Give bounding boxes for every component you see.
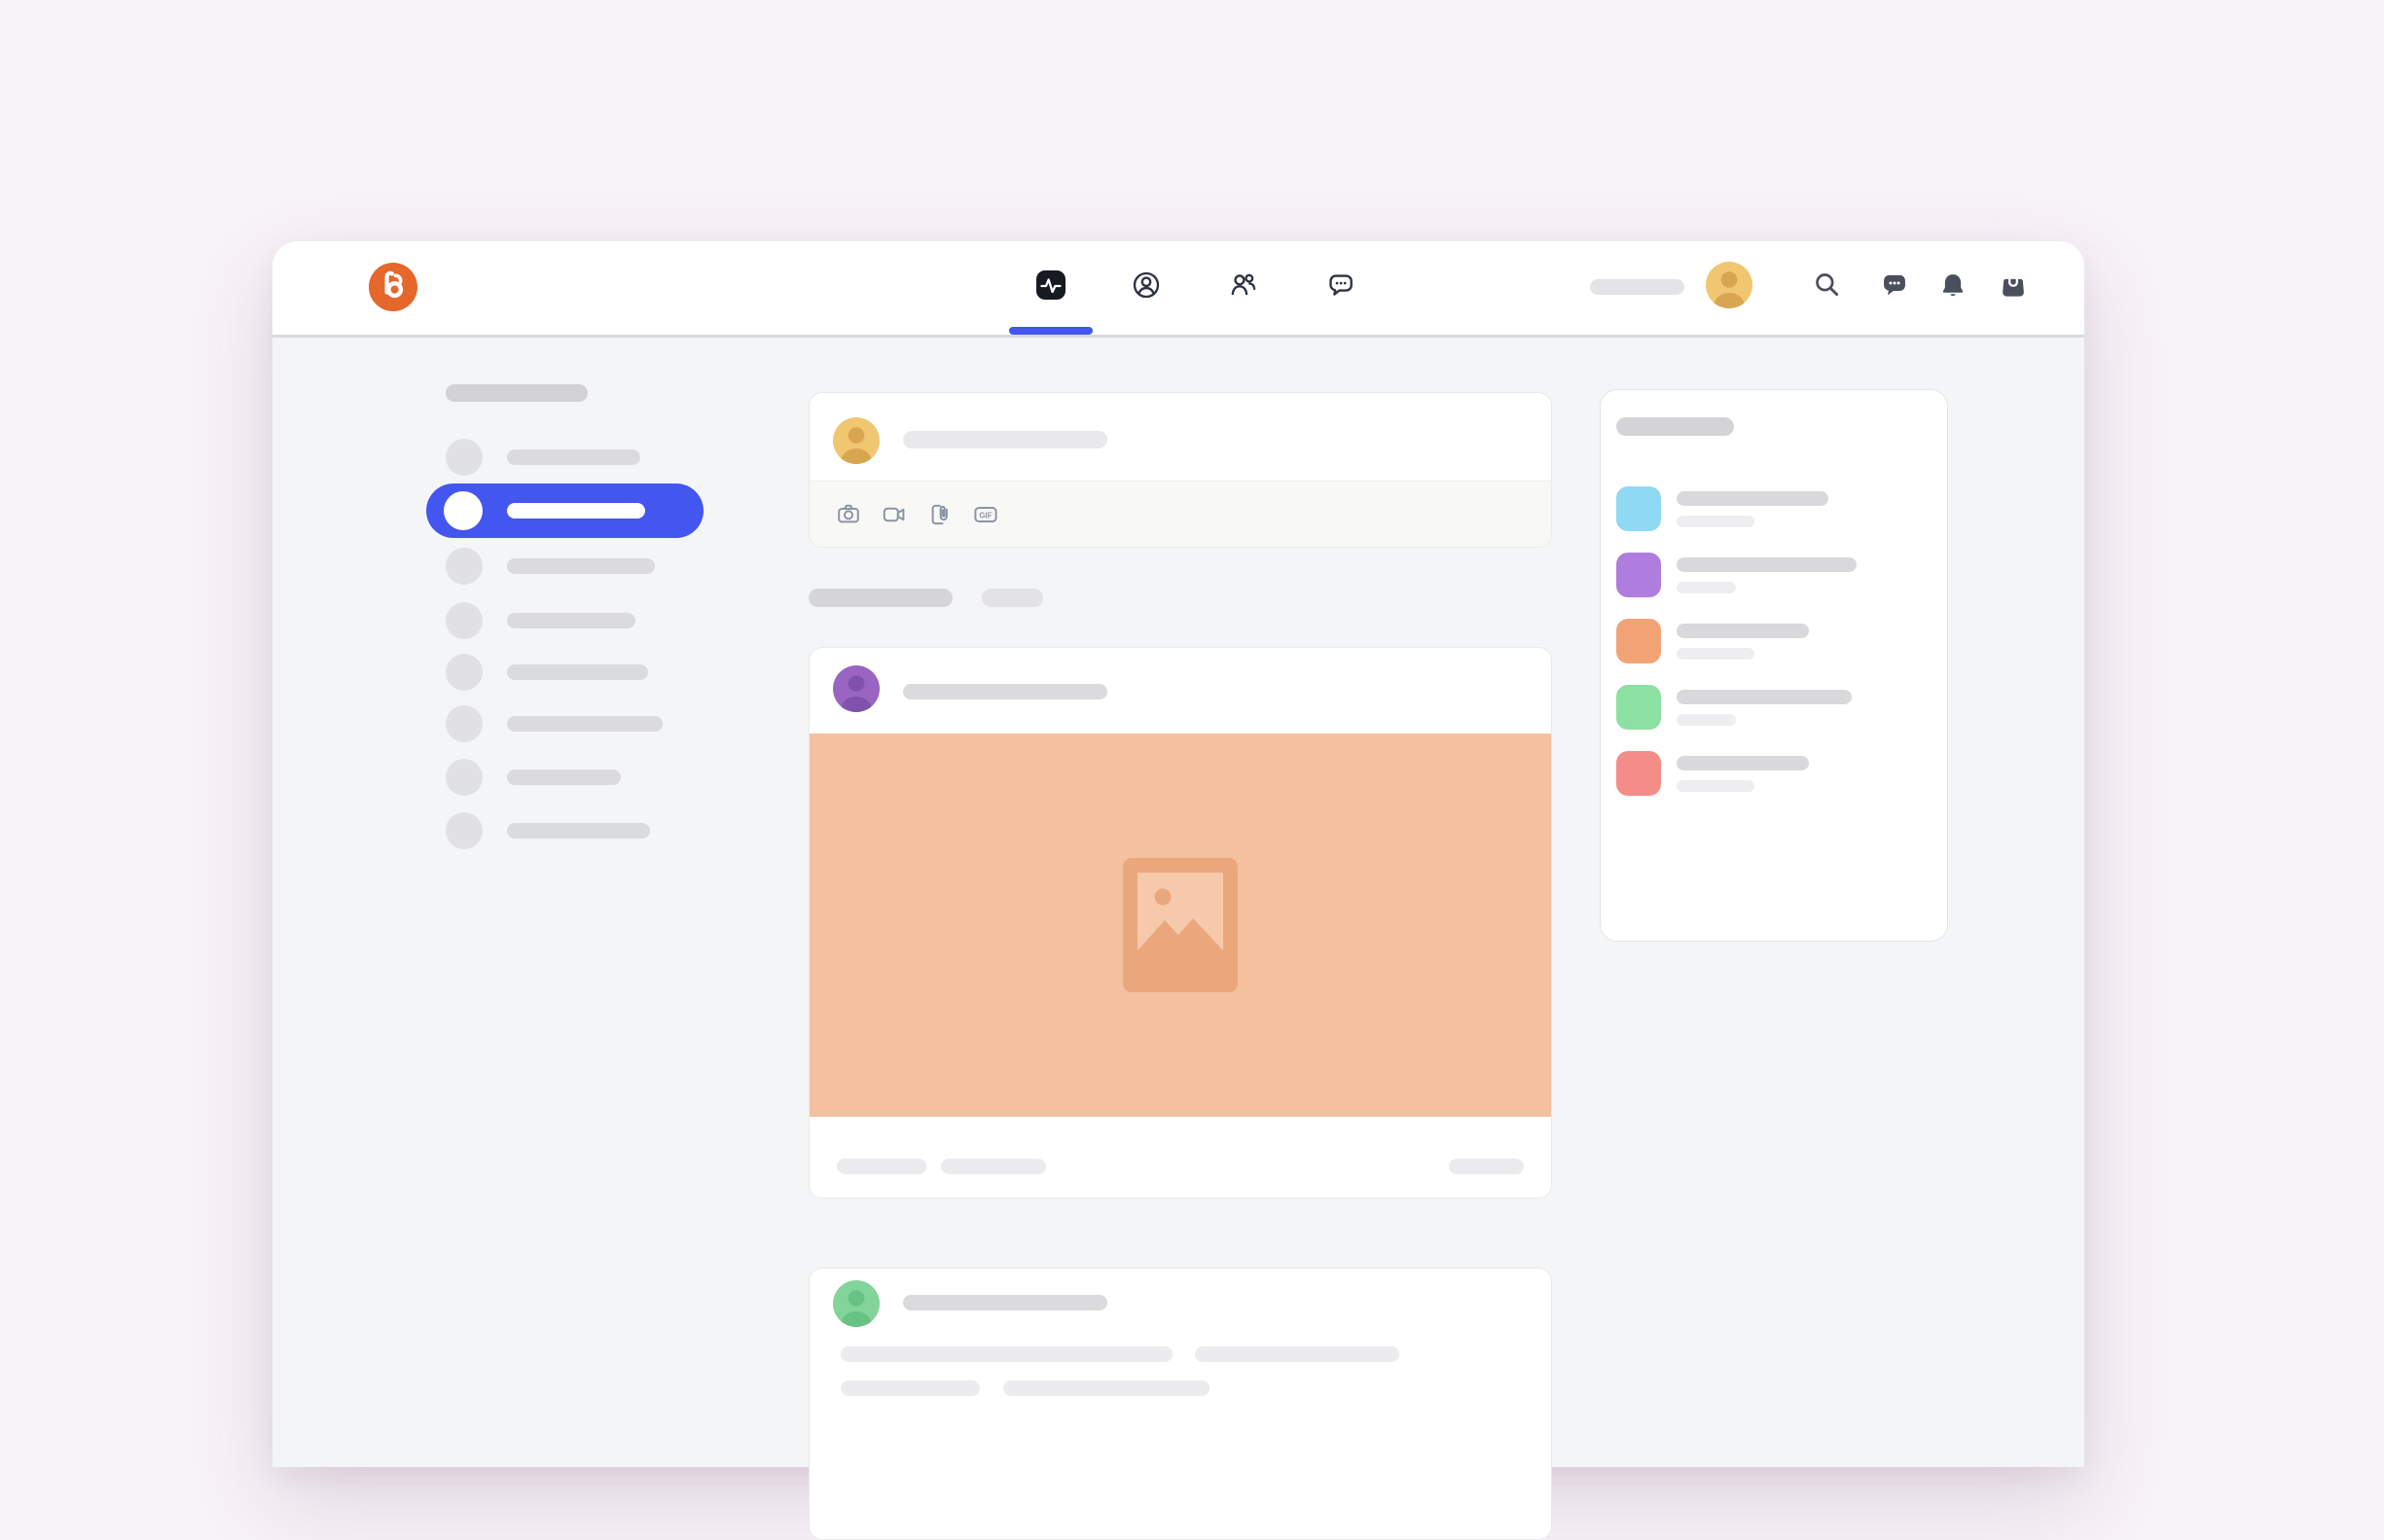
page: { "app": { "accent": "#4356f0", "logo_co…	[272, 241, 2084, 1540]
chat-bubble-icon	[1329, 274, 1353, 296]
feed-post-card	[809, 647, 1552, 1199]
post-text-line-placeholder	[841, 1346, 1173, 1362]
camera-icon[interactable]	[835, 501, 862, 528]
post-text-line-placeholder	[841, 1380, 980, 1396]
sidebar-item-label-placeholder	[507, 770, 621, 785]
nav-tab-profile[interactable]	[1125, 264, 1168, 306]
app-window: GIF	[272, 241, 2084, 1540]
feed-filter-tab[interactable]	[809, 589, 953, 607]
group-name-placeholder	[1677, 624, 1809, 638]
activity-pulse-icon	[1036, 270, 1066, 300]
group-meta-placeholder	[1677, 714, 1736, 726]
group-meta-placeholder	[1677, 516, 1754, 527]
sidebar-item-icon-placeholder	[446, 812, 483, 849]
user-avatar[interactable]	[1706, 262, 1752, 308]
image-placeholder-icon	[1123, 858, 1238, 992]
post-text-line-placeholder	[1003, 1380, 1210, 1396]
sidebar-item-label-placeholder	[507, 449, 640, 465]
post-author-name-placeholder	[903, 684, 1107, 699]
top-navbar	[272, 241, 2084, 338]
post-author-name-placeholder	[903, 1295, 1107, 1310]
buddyboss-logo-icon	[369, 263, 417, 311]
sidebar-item-label-placeholder	[507, 558, 655, 574]
group-meta-placeholder	[1677, 648, 1754, 660]
groups-widget-card	[1600, 389, 1948, 942]
feed-post-card	[809, 1268, 1552, 1540]
post-author-avatar	[833, 1280, 880, 1327]
person-silhouette-icon	[840, 1290, 873, 1327]
sidebar-title-placeholder	[446, 384, 588, 402]
group-thumbnail	[1616, 486, 1661, 531]
svg-text:GIF: GIF	[979, 511, 992, 519]
group-thumbnail	[1616, 553, 1661, 597]
sidebar-item-label-placeholder	[507, 613, 635, 628]
group-thumbnail	[1616, 751, 1661, 796]
person-silhouette-icon	[840, 675, 873, 712]
sidebar-item-icon-placeholder	[446, 602, 483, 639]
app-logo[interactable]	[369, 263, 417, 311]
group-meta-placeholder	[1677, 582, 1736, 593]
group-meta-placeholder	[1677, 780, 1754, 792]
nav-tab-members[interactable]	[1222, 264, 1265, 306]
sidebar-item-icon-placeholder	[446, 705, 483, 742]
active-tab-underline	[1009, 327, 1093, 335]
person-silhouette-icon	[840, 427, 873, 464]
post-media-image	[810, 734, 1551, 1117]
sidebar-item-active[interactable]	[426, 483, 704, 538]
sidebar-item-label-placeholder	[507, 716, 663, 732]
group-name-placeholder	[1677, 557, 1857, 572]
composer-input-placeholder[interactable]	[903, 431, 1107, 448]
bell-icon	[1942, 274, 1964, 297]
sidebar-item-icon-placeholder	[446, 439, 483, 476]
group-name-placeholder	[1677, 756, 1809, 770]
messages-button[interactable]	[1879, 269, 1910, 301]
sidebar-item-icon-placeholder	[446, 548, 483, 585]
post-action-placeholder	[941, 1159, 1046, 1174]
users-icon	[1231, 273, 1256, 296]
user-circle-icon	[1133, 271, 1160, 299]
group-thumbnail	[1616, 619, 1661, 663]
post-action-placeholder	[1449, 1159, 1524, 1174]
nav-tab-activity[interactable]	[1029, 264, 1072, 306]
composer-avatar	[833, 417, 880, 464]
widget-title-placeholder	[1616, 417, 1734, 436]
sidebar-item-icon-placeholder	[446, 759, 483, 796]
search-button[interactable]	[1812, 269, 1843, 301]
shopping-bag-icon	[2003, 277, 2024, 297]
person-silhouette-icon	[1713, 271, 1746, 308]
sidebar-item-label-placeholder	[507, 664, 648, 680]
sidebar-item-icon-placeholder	[444, 491, 483, 530]
post-text-line-placeholder	[1195, 1346, 1399, 1362]
nav-tab-messages[interactable]	[1319, 264, 1362, 306]
search-icon	[1816, 273, 1839, 297]
group-thumbnail	[1616, 685, 1661, 730]
video-icon[interactable]	[881, 501, 908, 528]
post-action-placeholder	[837, 1159, 926, 1174]
notifications-button[interactable]	[1937, 269, 1969, 301]
sidebar-item-icon-placeholder	[446, 654, 483, 691]
feed-filter-tab[interactable]	[982, 589, 1043, 607]
attachment-icon[interactable]	[926, 501, 954, 528]
shop-button[interactable]	[1998, 269, 2029, 301]
username-placeholder	[1590, 279, 1684, 295]
messages-filled-icon	[1884, 274, 1905, 296]
post-composer-card: GIF	[809, 392, 1552, 548]
sidebar-item-label-placeholder	[507, 823, 650, 839]
group-name-placeholder	[1677, 491, 1828, 506]
composer-toolbar: GIF	[810, 481, 1551, 547]
post-author-avatar	[833, 665, 880, 712]
gif-icon[interactable]: GIF	[972, 501, 999, 528]
group-name-placeholder	[1677, 690, 1852, 704]
sidebar-item-label-placeholder	[507, 503, 645, 519]
